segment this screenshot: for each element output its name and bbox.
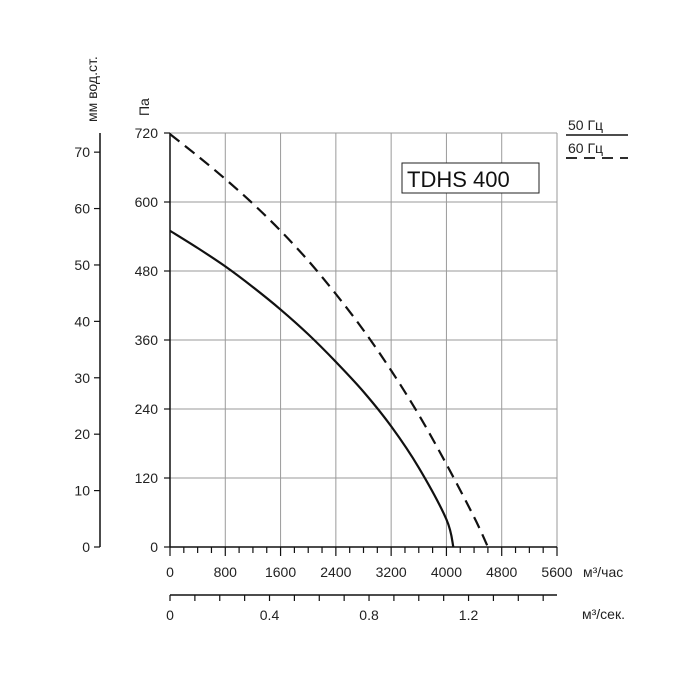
x-axis-title-m3h: м³/час — [583, 564, 623, 580]
legend: 50 Гц 60 Гц — [566, 117, 628, 159]
x-tick-label-m3s: 0.4 — [260, 607, 280, 623]
x-tick-label-m3h: 2400 — [320, 564, 351, 580]
x-tick-label-m3h: 5600 — [541, 564, 572, 580]
y-tick-label-pa: 0 — [150, 539, 158, 555]
model-label: TDHS 400 — [407, 167, 510, 192]
axes — [94, 132, 558, 601]
y-tick-label-mm: 10 — [74, 483, 90, 499]
y-tick-label-mm: 60 — [74, 201, 90, 217]
y-axis-title-pa: Па — [136, 98, 152, 116]
curves — [169, 133, 489, 548]
curve-50hz — [169, 229, 455, 548]
y-tick-label-pa: 240 — [135, 401, 159, 417]
y-tick-label-pa: 360 — [135, 332, 159, 348]
y-tick-label-mm: 50 — [74, 257, 90, 273]
x-tick-label-m3h: 0 — [166, 564, 174, 580]
x-tick-label-m3h: 4800 — [486, 564, 517, 580]
legend-label-50hz: 50 Гц — [568, 117, 603, 133]
y-tick-label-pa: 480 — [135, 263, 159, 279]
y-tick-label-pa: 600 — [135, 194, 159, 210]
model-label-box: TDHS 400 — [401, 162, 540, 194]
x-tick-label-m3s: 1.2 — [459, 607, 479, 623]
x-tick-label-m3h: 4000 — [431, 564, 462, 580]
x-tick-label-m3s: 0 — [166, 607, 174, 623]
y-tick-label-mm: 30 — [74, 370, 90, 386]
x-axis-title-m3s: м³/сек. — [582, 606, 625, 622]
x-tick-label-m3s: 0.8 — [359, 607, 379, 623]
tick-labels: 0 120 240 360 480 600 720 0 10 20 30 40 50 60 70 0 800 16… — [74, 125, 572, 623]
x-tick-label-m3h: 3200 — [376, 564, 407, 580]
y-tick-label-pa: 120 — [135, 470, 159, 486]
y-tick-label-pa: 720 — [135, 125, 159, 141]
curve-60hz — [169, 133, 489, 548]
y-tick-label-mm: 40 — [74, 313, 90, 329]
y-tick-label-mm: 0 — [82, 539, 90, 555]
x-tick-label-m3h: 1600 — [265, 564, 296, 580]
x-tick-label-m3h: 800 — [214, 564, 238, 580]
grid-lines — [170, 132, 558, 547]
y-tick-label-mm: 70 — [74, 144, 90, 160]
legend-label-60hz: 60 Гц — [568, 140, 603, 156]
y-axis-title-mm: мм вод.ст. — [84, 56, 100, 122]
y-tick-label-mm: 20 — [74, 426, 90, 442]
